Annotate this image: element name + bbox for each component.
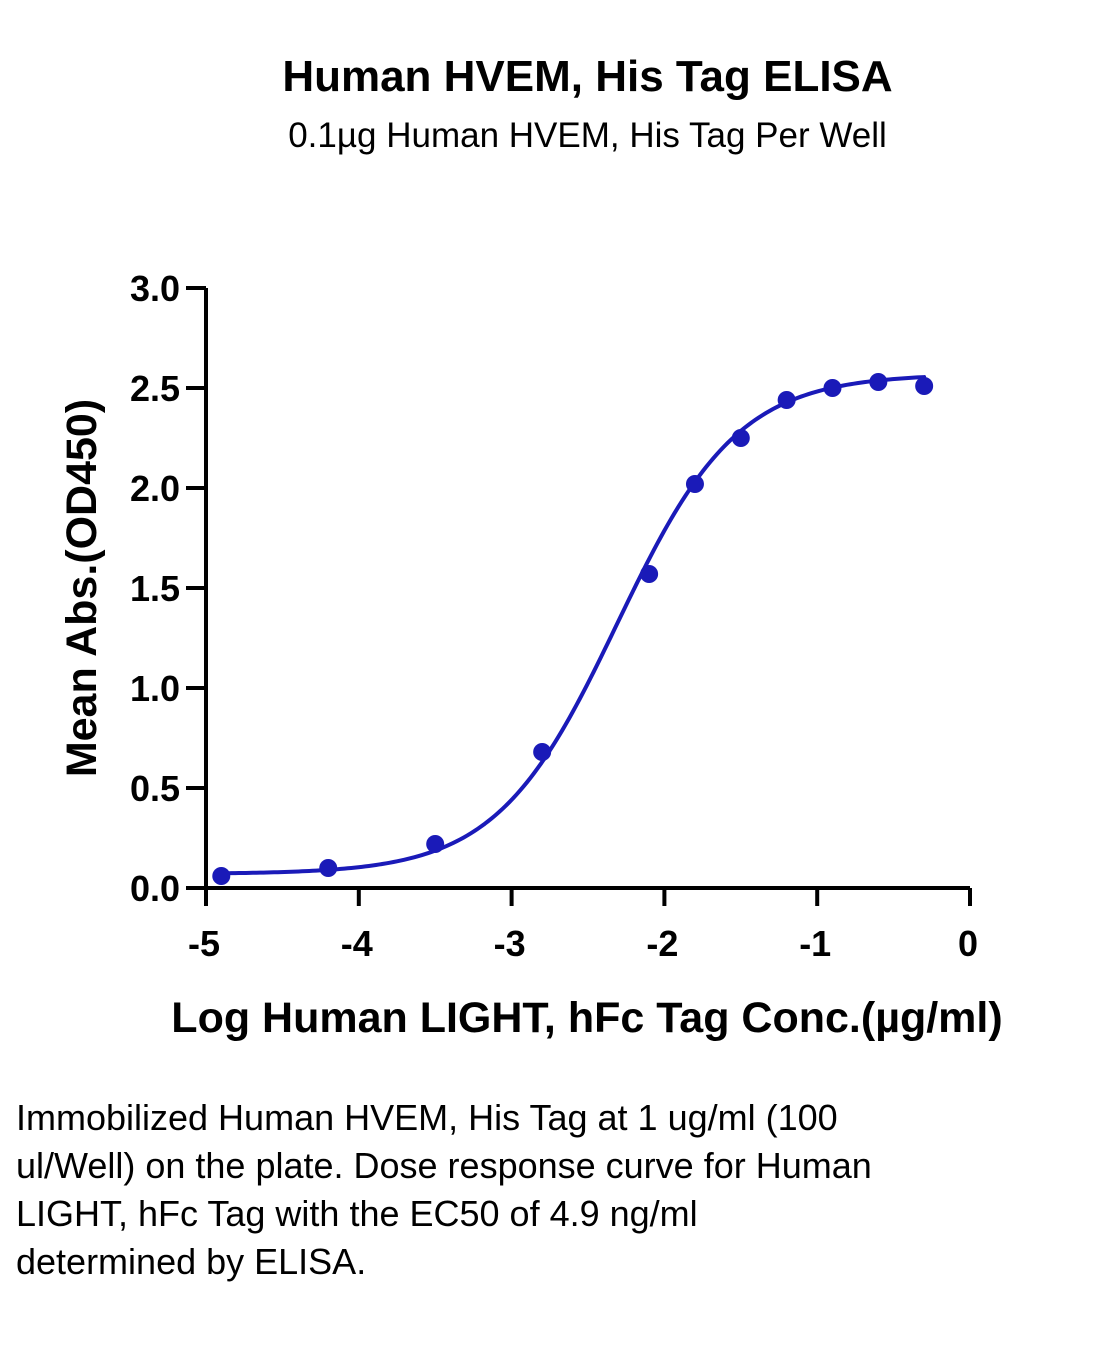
caption: Immobilized Human HVEM, His Tag at 1 ug/… xyxy=(16,1097,872,1282)
data-point xyxy=(426,835,445,853)
y-tick-label: 2.0 xyxy=(130,468,180,509)
data-point xyxy=(533,743,552,761)
x-tick-label: -2 xyxy=(646,923,678,964)
chart-title: Human HVEM, His Tag ELISA xyxy=(282,52,893,101)
fit-curve xyxy=(219,375,927,876)
data-point xyxy=(212,867,231,885)
tick-marks xyxy=(186,286,972,906)
elisa-chart: 0.0 0.5 1.0 1.5 2.0 2.5 3.0 -5 -4 -3 -2 -1 0 Log Hum… xyxy=(58,268,1003,1042)
y-tick-label: 1.5 xyxy=(130,568,180,609)
data-point xyxy=(640,565,659,583)
x-tick-label: -5 xyxy=(188,923,220,964)
data-point xyxy=(731,429,750,447)
chart-subtitle: 0.1µg Human HVEM, His Tag Per Well xyxy=(288,116,887,155)
x-tick-label: -3 xyxy=(494,923,526,964)
y-tick-label: 0.0 xyxy=(130,868,180,909)
fit-curve-group xyxy=(219,375,927,876)
axes xyxy=(204,288,970,890)
data-point xyxy=(869,373,888,391)
data-point xyxy=(685,475,704,493)
x-tick-label: -1 xyxy=(799,923,831,964)
y-tick-label: 0.5 xyxy=(130,768,180,809)
data-points xyxy=(212,373,934,885)
x-tick-label: 0 xyxy=(958,923,978,964)
data-point xyxy=(823,379,842,397)
data-point xyxy=(319,859,338,877)
y-tick-label: 2.5 xyxy=(130,368,180,409)
x-axis-label: Log Human LIGHT, hFc Tag Conc.(µg/ml) xyxy=(171,994,1002,1042)
y-axis-label: Mean Abs.(OD450) xyxy=(58,399,106,777)
y-tick-label: 3.0 xyxy=(130,268,180,309)
tick-labels: 0.0 0.5 1.0 1.5 2.0 2.5 3.0 -5 -4 -3 -2 -1 0 xyxy=(130,268,978,964)
data-point xyxy=(777,391,796,409)
y-tick-label: 1.0 xyxy=(130,668,180,709)
data-point xyxy=(915,377,934,395)
x-tick-label: -4 xyxy=(341,923,373,964)
